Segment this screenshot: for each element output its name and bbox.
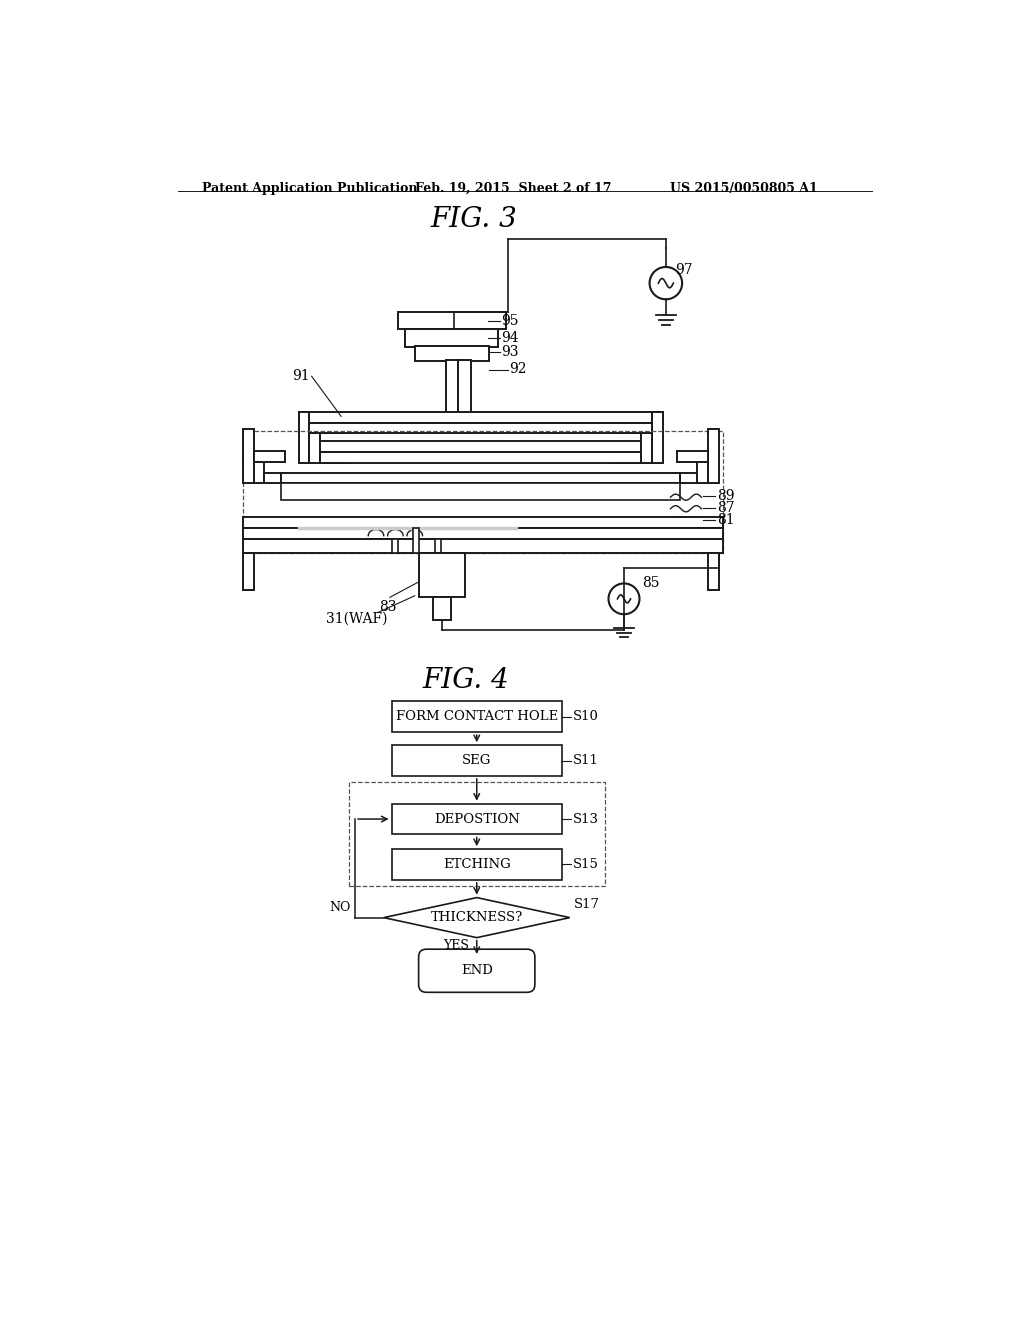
Text: 91: 91	[293, 370, 310, 383]
Bar	[391, 804, 562, 834]
Bar	[243, 528, 723, 539]
Text: YES: YES	[443, 940, 469, 952]
Text: DEPOSTION: DEPOSTION	[434, 813, 520, 825]
Bar	[397, 313, 506, 330]
Bar	[677, 451, 708, 462]
Text: 87: 87	[717, 502, 734, 515]
Bar	[613, 451, 641, 462]
Text: 97: 97	[675, 263, 693, 277]
FancyBboxPatch shape	[419, 949, 535, 993]
Text: END: END	[461, 964, 493, 977]
Bar	[432, 597, 452, 620]
Bar	[419, 553, 465, 598]
Bar	[243, 553, 254, 590]
Bar	[282, 483, 680, 500]
Text: ETCHING: ETCHING	[442, 858, 511, 871]
Text: S13: S13	[572, 813, 599, 825]
Text: 89: 89	[717, 488, 734, 503]
Bar	[391, 849, 562, 880]
Text: 81: 81	[717, 512, 734, 527]
Bar	[680, 473, 697, 483]
Bar	[264, 473, 282, 483]
Text: THICKNESS?: THICKNESS?	[431, 911, 523, 924]
Bar	[708, 553, 719, 590]
Text: NO: NO	[330, 900, 351, 913]
Bar	[309, 422, 348, 433]
Text: US 2015/0050805 A1: US 2015/0050805 A1	[671, 182, 818, 194]
Bar	[613, 422, 652, 433]
Text: 92: 92	[509, 362, 526, 376]
Text: 94: 94	[502, 331, 519, 345]
Bar	[299, 412, 663, 422]
Text: S15: S15	[572, 858, 599, 871]
Bar	[243, 517, 723, 528]
Bar	[243, 432, 723, 553]
Text: 83: 83	[379, 601, 396, 614]
Text: 93: 93	[502, 346, 519, 359]
Text: S11: S11	[572, 754, 599, 767]
Bar	[254, 462, 264, 483]
Bar	[435, 539, 441, 553]
Bar	[391, 701, 562, 733]
Bar	[321, 441, 641, 451]
Bar	[282, 473, 680, 483]
Text: SEG: SEG	[462, 754, 492, 767]
Text: S17: S17	[573, 898, 600, 911]
Text: FORM CONTACT HOLE: FORM CONTACT HOLE	[395, 710, 558, 723]
Bar	[243, 429, 254, 483]
Text: 85: 85	[642, 577, 659, 590]
Bar	[641, 433, 652, 462]
Bar	[445, 360, 458, 412]
Bar	[652, 412, 663, 462]
Text: 95: 95	[502, 314, 519, 327]
Bar	[321, 451, 348, 462]
Bar	[391, 744, 562, 776]
Text: 31(WAF): 31(WAF)	[326, 612, 387, 626]
Bar	[299, 412, 309, 462]
Bar	[309, 422, 652, 433]
Bar	[415, 346, 489, 360]
Text: FIG. 4: FIG. 4	[423, 667, 509, 693]
Bar	[321, 451, 641, 462]
Text: Patent Application Publication: Patent Application Publication	[202, 182, 417, 194]
Text: FIG. 3: FIG. 3	[430, 206, 517, 234]
Bar	[406, 329, 499, 347]
Bar	[349, 781, 604, 886]
Bar	[697, 462, 708, 483]
Bar	[309, 433, 321, 462]
Polygon shape	[384, 898, 569, 937]
Bar	[414, 528, 420, 553]
Bar	[254, 451, 285, 462]
Bar	[458, 360, 471, 412]
Bar	[391, 539, 397, 553]
Text: S10: S10	[572, 710, 599, 723]
Bar	[243, 539, 723, 553]
Text: Feb. 19, 2015  Sheet 2 of 17: Feb. 19, 2015 Sheet 2 of 17	[415, 182, 611, 194]
Bar	[708, 429, 719, 483]
